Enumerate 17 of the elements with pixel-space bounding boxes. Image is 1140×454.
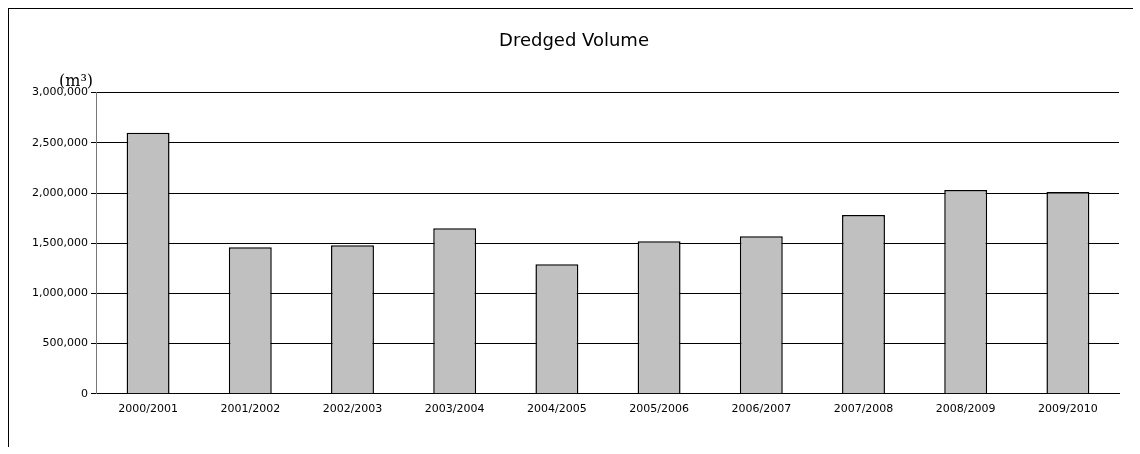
chart-title: Dredged Volume [499,29,649,51]
y-tick-label: 1,000,000 [32,286,88,300]
x-tick-label: 2009/2010 [1038,402,1098,416]
y-tick-label: 1,500,000 [32,236,88,250]
x-tick-label: 2002/2003 [322,402,383,416]
y-tick-label: 2,500,000 [32,135,88,149]
y-tick-label: 2,000,000 [32,185,88,199]
x-tick-label: 2003/2004 [424,402,485,416]
x-tick-label: 2004/2005 [527,402,587,416]
y-tick-label: 0 [80,386,88,400]
x-tick-label: 2001/2002 [220,402,281,416]
x-tick-label: 2007/2008 [833,402,894,416]
x-tick-label: 2006/2007 [731,402,792,416]
x-tick-label: 2005/2006 [629,402,689,416]
x-tick-label: 2008/2009 [935,402,996,416]
x-tick-label: 2000/2001 [118,402,178,416]
y-tick-label: 500,000 [42,336,88,350]
